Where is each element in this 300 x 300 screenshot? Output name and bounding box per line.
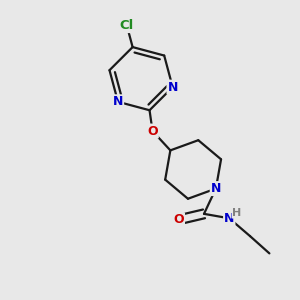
Text: O: O xyxy=(147,124,158,138)
Text: N: N xyxy=(224,212,235,225)
Text: Cl: Cl xyxy=(120,19,134,32)
Text: O: O xyxy=(173,213,184,226)
Text: N: N xyxy=(211,182,221,195)
Text: H: H xyxy=(232,208,241,218)
Text: N: N xyxy=(167,81,178,94)
Text: N: N xyxy=(113,95,123,108)
